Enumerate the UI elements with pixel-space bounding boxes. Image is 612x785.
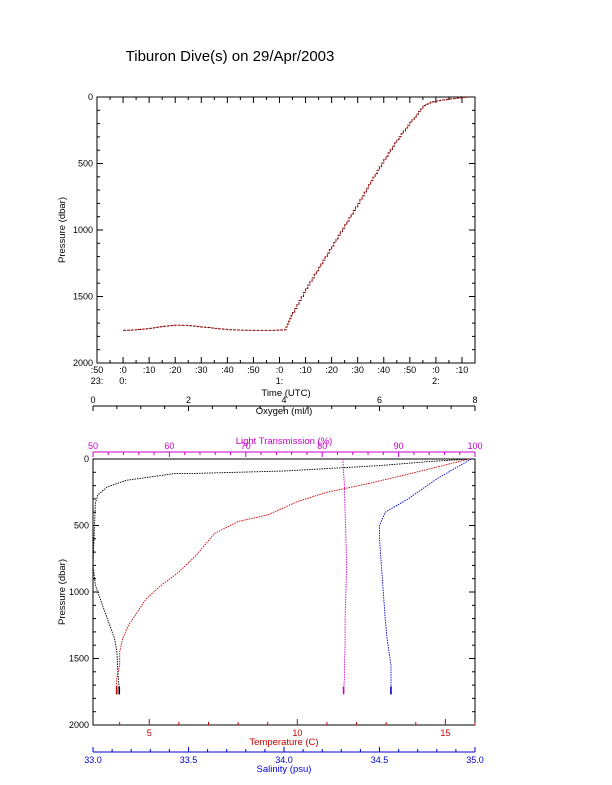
plot2-y-axis-title: Pressure (dbar): [57, 559, 68, 625]
plot1-x-tick-label: :0: [119, 365, 127, 375]
plot1-y-tick-label: 1000: [73, 225, 93, 235]
oxygen-axis-title: Oxygen (ml/l): [256, 406, 312, 417]
oxygen-axis-tick-label: 8: [472, 395, 477, 405]
plot1-y-tick-label: 2000: [73, 358, 93, 368]
light-axis-tick-label: 70: [241, 441, 251, 451]
plot1-x-tick-label-hour: 23:: [91, 376, 104, 386]
page-title: Tiburon Dive(s) on 29/Apr/2003: [125, 48, 335, 65]
plot2-y-tick-label: 500: [74, 521, 89, 531]
oxygen-axis-tick-label: 6: [377, 395, 382, 405]
plot1-x-tick-label: :10: [299, 365, 312, 375]
temperature-profile-line: [116, 458, 470, 691]
temperature-axis-tick-label: 10: [292, 728, 302, 738]
plot1-y-tick-label: 1500: [73, 292, 93, 302]
plot1-x-tick-label: :40: [221, 365, 234, 375]
salinity-axis-tick-label: 33.5: [180, 755, 198, 765]
light-axis-tick-label: 50: [88, 441, 98, 451]
salinity-axis-tick-label: 34.0: [275, 755, 293, 765]
light-axis-title: Light Transmission (%): [236, 436, 333, 447]
plot1-x-tick-label: :0: [276, 365, 284, 375]
plot1-x-tick-label: :20: [325, 365, 338, 375]
plot1-x-tick-label: :40: [378, 365, 391, 375]
light-axis-tick-label: 90: [394, 441, 404, 451]
oxygen-axis-tick-label: 2: [186, 395, 191, 405]
plot1-x-tick-label-hour: 0:: [119, 376, 127, 386]
salinity-axis-tick-label: 33.0: [84, 755, 102, 765]
plot1-x-tick-label: :10: [143, 365, 156, 375]
plot1-x-tick-label: :10: [456, 365, 469, 375]
plot1-x-tick-label-hour: 2:: [432, 376, 440, 386]
plot1-x-tick-label: :30: [351, 365, 364, 375]
salinity-axis-tick-label: 35.0: [466, 755, 484, 765]
oxygen-axis-tick-label: 0: [90, 395, 95, 405]
plot2-y-tick-label: 1500: [69, 654, 89, 664]
salinity-axis-title: Salinity (psu): [257, 764, 312, 775]
light-axis-tick-label: 60: [164, 441, 174, 451]
temperature-axis-tick-label: 15: [440, 728, 450, 738]
plot1-y-axis-title: Pressure (dbar): [57, 197, 68, 263]
plot1-x-tick-label: :50: [91, 365, 104, 375]
plot1-y-tick-label: 0: [88, 92, 93, 102]
plot2-frame: [92, 458, 476, 726]
temperature-axis-title: Temperature (C): [249, 737, 318, 748]
plot2-y-tick-label: 0: [84, 454, 89, 464]
plot1-x-axis-title: Time (UTC): [261, 388, 310, 399]
plot2-y-tick-label: 2000: [69, 720, 89, 730]
plot1-x-tick-label: :20: [169, 365, 182, 375]
plot1-x-tick-label-hour: 1:: [276, 376, 284, 386]
light-axis-tick-label: 100: [467, 441, 482, 451]
light-axis-tick-label: 80: [317, 441, 327, 451]
plot1-x-tick-label: :0: [432, 365, 440, 375]
plot2-y-tick-label: 1000: [69, 587, 89, 597]
plot1-frame: [96, 96, 476, 364]
plot1-x-tick-label: :50: [404, 365, 417, 375]
temperature-axis-tick-label: 5: [147, 728, 152, 738]
plot1-x-tick-label: :50: [247, 365, 260, 375]
plot1-y-tick-label: 500: [78, 159, 93, 169]
plot1-x-tick-label: :30: [195, 365, 208, 375]
light-profile-line: [342, 458, 348, 691]
salinity-axis-tick-label: 34.5: [371, 755, 389, 765]
salinity-profile-line: [379, 458, 472, 691]
oxygen-axis-tick-label: 4: [281, 395, 286, 405]
oxygen-profile-line: [92, 458, 471, 691]
plot1-dive-track: [123, 96, 468, 331]
